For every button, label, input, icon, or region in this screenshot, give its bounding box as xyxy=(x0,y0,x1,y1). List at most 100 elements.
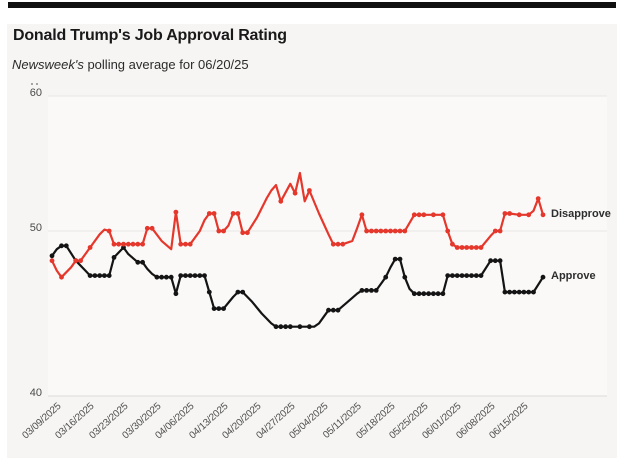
approve-data-point-marker xyxy=(426,291,431,297)
approve-data-point-marker xyxy=(63,243,69,249)
disapprove-data-point-marker xyxy=(397,228,403,234)
approve-data-point-marker xyxy=(326,307,331,313)
disapprove-data-point-marker xyxy=(183,241,188,247)
disapprove-data-point-marker xyxy=(330,241,336,247)
approve-data-point-marker xyxy=(373,288,379,293)
disapprove-data-point-marker xyxy=(492,228,498,234)
disapprove-data-point-marker xyxy=(178,241,184,247)
subtitle-text: polling average for 06/20/25 xyxy=(83,57,249,72)
approve-data-point-marker xyxy=(164,274,169,280)
approve-data-point-marker xyxy=(440,291,446,297)
chart-subtitle: Newsweek's polling average for 06/20/25 xyxy=(12,57,249,72)
disapprove-data-point-marker xyxy=(340,241,346,247)
disapprove-data-point-marker xyxy=(502,211,508,216)
disapprove-data-point-marker xyxy=(307,188,312,193)
disapprove-data-point-marker xyxy=(87,245,93,250)
disapprove-data-point-marker xyxy=(464,245,470,250)
page-title: Donald Trump's Job Approval Rating xyxy=(13,27,287,44)
approve-data-point-marker xyxy=(521,289,527,295)
disapprove-data-point-marker xyxy=(49,258,55,264)
disapprove-data-point-marker xyxy=(78,258,83,264)
approve-data-point-marker xyxy=(435,291,441,297)
approve-data-point-marker xyxy=(235,289,241,295)
disapprove-data-point-marker xyxy=(411,212,417,218)
disapprove-data-point-marker xyxy=(173,209,179,215)
disapprove-data-point-marker xyxy=(230,211,236,216)
approve-data-point-marker xyxy=(330,307,336,313)
disapprove-data-point-marker xyxy=(526,212,532,218)
disapprove-data-point-marker xyxy=(383,228,389,234)
approve-data-point-marker xyxy=(187,273,193,278)
disapprove-data-point-marker xyxy=(364,228,369,234)
disapprove-data-point-marker xyxy=(359,212,365,218)
approve-data-point-marker xyxy=(216,306,222,311)
subtitle-source-name: Newsweek's xyxy=(12,57,84,72)
disapprove-data-point-marker xyxy=(245,230,250,236)
disapprove-data-point-marker xyxy=(149,225,155,231)
disapprove-data-point-marker xyxy=(445,228,451,234)
disapprove-data-point-marker xyxy=(402,228,408,234)
axis-overflow-dots xyxy=(31,83,41,86)
approve-data-point-marker xyxy=(411,291,417,297)
disapprove-data-point-marker xyxy=(221,228,227,234)
disapprove-data-point-marker xyxy=(507,211,512,216)
disapprove-data-point-marker xyxy=(535,196,541,202)
approve-data-point-marker xyxy=(87,273,93,278)
y-tick-label-50: 50 xyxy=(29,222,42,234)
disapprove-data-point-marker xyxy=(278,198,284,204)
approve-data-point-marker xyxy=(278,324,284,330)
disapprove-data-point-marker xyxy=(378,228,384,234)
approve-data-point-marker xyxy=(59,243,64,249)
disapprove-data-point-marker xyxy=(125,241,131,247)
disapprove-data-point-marker xyxy=(116,241,122,247)
approve-data-point-marker xyxy=(111,255,117,260)
disapprove-data-point-marker xyxy=(388,228,393,234)
approve-data-point-marker xyxy=(121,245,126,250)
disapprove-data-point-marker xyxy=(240,230,246,236)
series-label-approve: Approve xyxy=(551,270,596,283)
approve-data-point-marker xyxy=(307,324,312,330)
approve-data-point-marker xyxy=(416,291,422,297)
disapprove-data-point-marker xyxy=(421,212,427,218)
disapprove-data-point-marker xyxy=(469,245,474,250)
disapprove-data-point-marker xyxy=(292,190,298,196)
disapprove-data-point-marker xyxy=(373,228,379,234)
approve-data-point-marker xyxy=(287,324,293,330)
approve-data-point-marker xyxy=(297,324,303,330)
approve-data-point-marker xyxy=(202,273,207,278)
disapprove-data-point-marker xyxy=(73,258,79,264)
approve-data-point-marker xyxy=(335,307,341,313)
approve-data-point-marker xyxy=(178,273,184,278)
disapprove-data-point-marker xyxy=(459,245,465,250)
approve-data-point-marker xyxy=(183,273,188,278)
approve-data-point-marker xyxy=(159,274,165,280)
approve-data-point-marker xyxy=(392,256,398,262)
approve-data-point-marker xyxy=(154,274,160,280)
approve-data-point-marker xyxy=(431,291,436,297)
disapprove-data-point-marker xyxy=(454,245,460,250)
approve-data-point-marker xyxy=(102,273,107,278)
disapprove-data-point-marker xyxy=(516,212,522,218)
disapprove-data-point-marker xyxy=(187,241,193,247)
approve-data-point-marker xyxy=(445,273,451,278)
approve-data-point-marker xyxy=(283,324,288,330)
approve-data-point-marker xyxy=(383,274,389,280)
approve-data-point-marker xyxy=(369,288,374,293)
approve-data-point-marker xyxy=(526,289,532,295)
disapprove-data-point-marker xyxy=(497,228,503,234)
approve-data-point-marker xyxy=(469,273,474,278)
disapprove-data-point-marker xyxy=(392,228,398,234)
approve-data-point-marker xyxy=(97,273,103,278)
series-label-disapprove: Disapprove xyxy=(551,207,611,220)
approve-data-point-marker xyxy=(478,273,484,278)
approve-data-point-marker xyxy=(512,289,517,295)
disapprove-data-point-marker xyxy=(540,212,546,218)
approve-data-point-marker xyxy=(502,289,508,295)
approve-data-point-marker xyxy=(459,273,465,278)
approve-data-point-marker xyxy=(450,273,455,278)
approve-data-point-marker xyxy=(454,273,460,278)
approve-data-point-marker xyxy=(421,291,427,297)
approve-data-point-marker xyxy=(135,259,141,265)
